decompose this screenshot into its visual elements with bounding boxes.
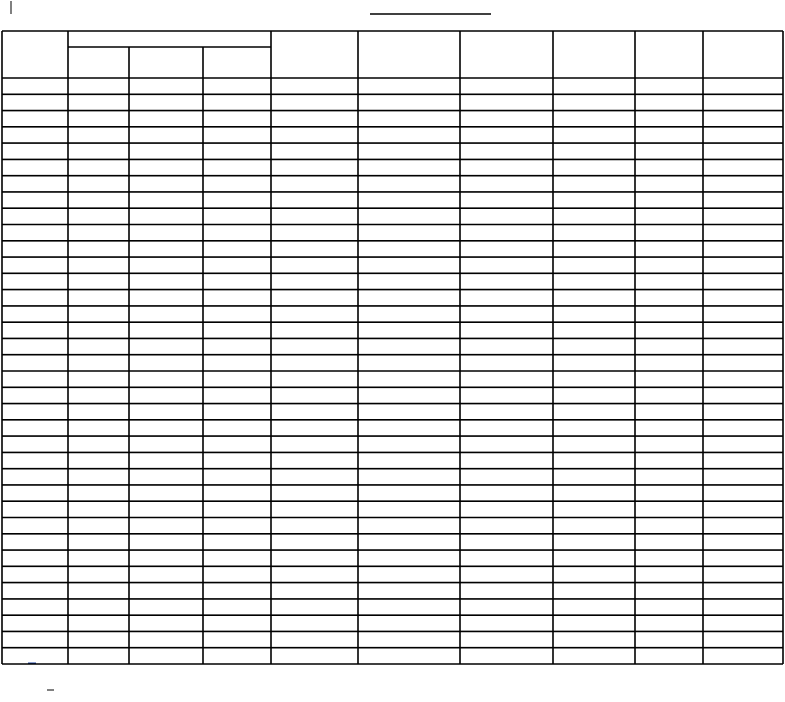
page: (() => { const data = JSON.parse(documen… xyxy=(1,1,784,691)
table-sheet xyxy=(1,1,784,691)
